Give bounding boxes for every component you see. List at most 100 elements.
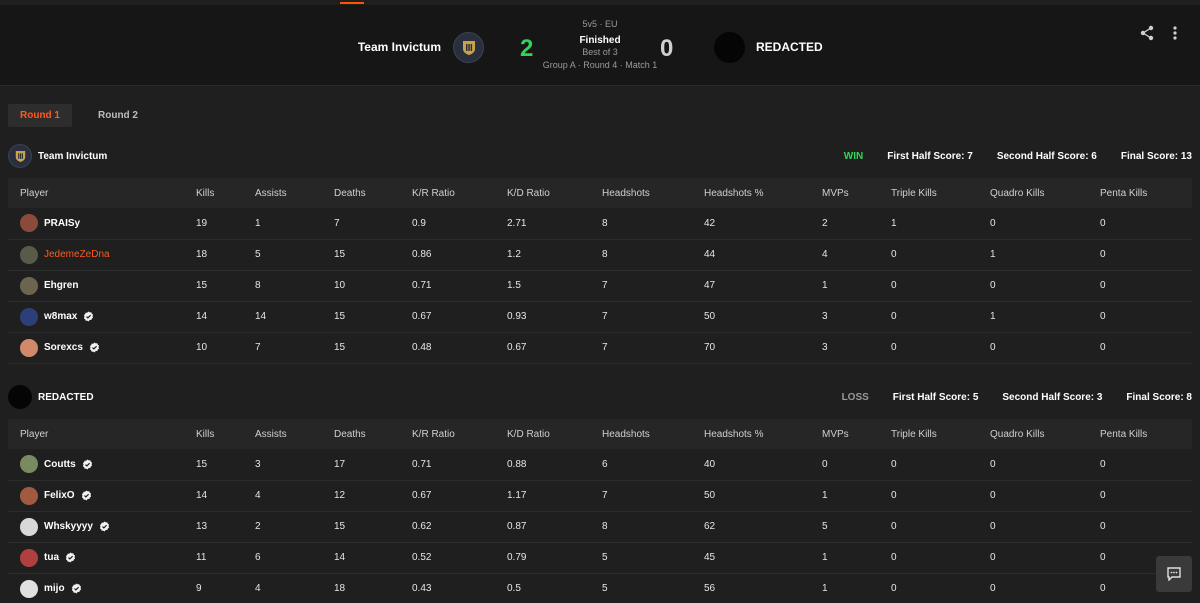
stat-triple-kills: 0 — [891, 458, 897, 470]
table-header: Player Kills Assists Deaths K/R Ratio K/D Rat… — [8, 178, 1192, 208]
stat-triple-kills: 0 — [891, 249, 897, 260]
column-header-deaths: Deaths — [334, 187, 366, 199]
stat-quadro-kills: 0 — [990, 217, 996, 229]
chat-button[interactable] — [1156, 556, 1192, 592]
team2-result: LOSS — [841, 392, 869, 403]
stat-mvps: 1 — [822, 552, 828, 563]
more-vertical-icon[interactable] — [1172, 25, 1178, 44]
active-nav-indicator — [340, 2, 364, 4]
avatar[interactable] — [20, 455, 38, 474]
share-icon[interactable] — [1139, 25, 1155, 44]
player-cell: Coutts — [8, 449, 184, 480]
avatar[interactable] — [20, 548, 38, 567]
column-header-headshots-pct: Headshots % — [704, 187, 764, 199]
player-name[interactable]: mijo — [44, 583, 65, 594]
column-header-triple-kills: Triple Kills — [891, 428, 937, 440]
stat-kills: 11 — [196, 552, 207, 563]
avatar[interactable] — [20, 307, 38, 326]
stat-kd-ratio: 2.71 — [507, 217, 527, 229]
stat-assists: 7 — [255, 342, 261, 353]
team1-name[interactable]: Team Invictum — [357, 40, 441, 54]
column-header-kills: Kills — [196, 187, 215, 199]
stat-triple-kills: 0 — [891, 490, 897, 501]
stat-deaths: 17 — [334, 458, 346, 470]
stat-kills: 10 — [196, 342, 208, 353]
team1-section: Team Invictum WIN First Half Score: 7 Se… — [8, 141, 1192, 363]
column-header-kd-ratio: K/D Ratio — [507, 428, 550, 440]
stat-triple-kills: 0 — [891, 311, 897, 322]
stat-deaths: 10 — [334, 280, 346, 291]
stat-headshots: 6 — [602, 458, 608, 470]
stat-penta-kills: 0 — [1100, 583, 1106, 594]
stat-mvps: 1 — [822, 583, 828, 594]
team2-logo[interactable] — [714, 32, 745, 63]
column-header-kr-ratio: K/R Ratio — [412, 187, 455, 199]
team1-result: WIN — [843, 151, 864, 162]
stat-kd-ratio: 0.67 — [507, 342, 527, 353]
stat-headshots-pct: 70 — [704, 342, 716, 353]
stat-headshots: 8 — [602, 249, 608, 260]
stat-mvps: 0 — [822, 458, 828, 470]
stat-deaths: 15 — [334, 342, 346, 353]
player-name[interactable]: w8max — [44, 311, 78, 322]
column-header-quadro-kills: Quadro Kills — [990, 428, 1045, 440]
table-row: mijo 9 4 18 0.43 0.5 5 56 1 0 0 0 — [8, 573, 1192, 603]
stat-deaths: 7 — [334, 217, 340, 229]
stat-assists: 3 — [255, 458, 261, 470]
team1-summary: Team Invictum WIN First Half Score: 7 Se… — [8, 141, 1192, 171]
avatar[interactable] — [20, 245, 38, 264]
avatar[interactable] — [20, 276, 38, 295]
stat-kr-ratio: 0.52 — [412, 552, 432, 563]
player-name[interactable]: Sorexcs — [44, 342, 83, 353]
avatar[interactable] — [20, 338, 38, 357]
column-header-headshots: Headshots — [602, 428, 650, 440]
stat-quadro-kills: 0 — [990, 552, 996, 563]
team1-table-name[interactable]: Team Invictum — [38, 151, 108, 162]
player-name[interactable]: Coutts — [44, 458, 76, 470]
stat-mvps: 3 — [822, 342, 828, 353]
team2-table-name[interactable]: REDACTED — [38, 392, 94, 403]
avatar[interactable] — [20, 579, 38, 598]
team1-final-score: Final Score: 13 — [1120, 151, 1192, 162]
stat-kills: 13 — [196, 521, 208, 532]
column-header-deaths: Deaths — [334, 428, 366, 440]
player-cell: Whskyyyy — [8, 511, 184, 542]
stat-headshots: 7 — [602, 490, 608, 501]
player-name[interactable]: FelixO — [44, 490, 75, 501]
stat-triple-kills: 0 — [891, 552, 897, 563]
stat-assists: 5 — [255, 249, 261, 260]
verified-check-icon — [81, 490, 92, 501]
team1-score: 2 — [520, 35, 534, 62]
avatar[interactable] — [20, 486, 38, 505]
stat-headshots: 5 — [602, 583, 608, 594]
player-name[interactable]: tua — [44, 552, 59, 563]
team2-name[interactable]: REDACTED — [756, 40, 823, 54]
player-name[interactable]: PRAISy — [44, 217, 81, 229]
team2-section: REDACTED LOSS First Half Score: 5 Second… — [8, 382, 1192, 598]
avatar[interactable] — [20, 214, 38, 233]
column-header-headshots: Headshots — [602, 187, 650, 199]
avatar[interactable] — [20, 517, 38, 536]
tab-round-2[interactable]: Round 2 — [98, 110, 138, 121]
stat-kd-ratio: 0.87 — [507, 521, 527, 532]
stat-quadro-kills: 0 — [990, 280, 996, 291]
team2-second-half: Second Half Score: 3 — [1002, 392, 1103, 403]
player-cell: Sorexcs — [8, 332, 184, 363]
stat-kd-ratio: 1.17 — [507, 490, 527, 501]
stat-assists: 1 — [255, 217, 261, 229]
tab-round-1[interactable]: Round 1 — [8, 104, 72, 127]
team1-second-half: Second Half Score: 6 — [996, 151, 1097, 162]
table-row: Sorexcs 10 7 15 0.48 0.67 7 70 3 0 0 0 — [8, 332, 1192, 363]
stat-headshots: 8 — [602, 521, 608, 532]
team2-final-score: Final Score: 8 — [1126, 392, 1192, 403]
team1-logo[interactable] — [453, 32, 484, 63]
player-name[interactable]: JedemeZeDna — [44, 249, 110, 260]
stat-mvps: 4 — [822, 249, 828, 260]
player-name[interactable]: Whskyyyy — [44, 521, 93, 532]
team1-results: WIN First Half Score: 7 Second Half Scor… — [844, 151, 1192, 162]
stat-kr-ratio: 0.48 — [412, 342, 432, 353]
player-name[interactable]: Ehgren — [44, 280, 79, 291]
stat-kd-ratio: 0.5 — [507, 583, 521, 594]
stat-penta-kills: 0 — [1100, 490, 1106, 501]
stat-triple-kills: 0 — [891, 583, 897, 594]
